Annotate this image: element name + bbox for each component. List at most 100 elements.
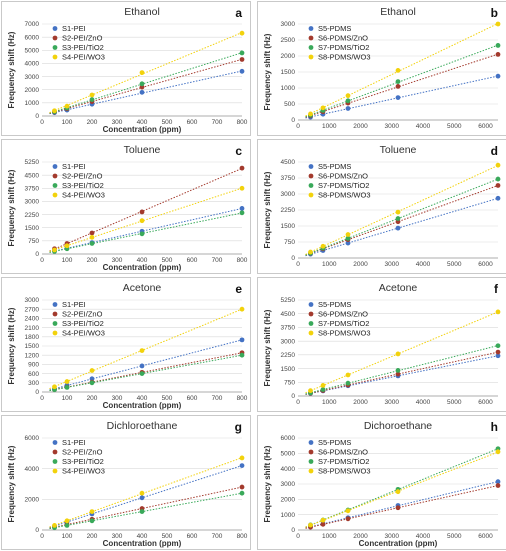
y-tick-label: 7000 (25, 21, 40, 28)
y-tick-label: 750 (284, 379, 295, 386)
data-point (64, 518, 70, 524)
trendline (49, 486, 243, 529)
data-point (239, 68, 245, 74)
data-point (345, 106, 351, 111)
panel-letter: d (491, 144, 498, 158)
x-tick-label: 600 (187, 533, 198, 540)
x-tick-label: 6000 (478, 261, 493, 268)
data-point (395, 209, 401, 215)
panel-letter: g (235, 420, 242, 434)
y-axis-label: Frequency shift (Hz) (7, 307, 16, 384)
y-axis-label: Frequency shift (Hz) (7, 445, 16, 522)
data-point (345, 240, 351, 246)
trendline (49, 212, 243, 253)
panel-letter: h (491, 420, 498, 434)
y-tick-label: 0 (291, 393, 295, 400)
data-point (395, 371, 401, 377)
y-tick-label: 3750 (25, 185, 40, 192)
y-tick-label: 3000 (281, 21, 296, 28)
x-tick-label: 100 (62, 533, 73, 540)
data-point (239, 30, 245, 36)
trendline (305, 311, 499, 394)
y-tick-label: 1200 (25, 352, 40, 359)
legend-label: S6-PDMS/ZnO (318, 34, 368, 43)
y-tick-label: 5250 (281, 297, 296, 304)
trendline (305, 481, 499, 529)
y-tick-label: 4000 (281, 466, 296, 473)
y-tick-label: 2000 (25, 87, 40, 94)
legend-label: S7-PDMS/TiO2 (318, 181, 369, 190)
chart-svg-d: Toluene d 0 750 1500 2250 3000 3750 4500 0 1000 200… (263, 144, 501, 268)
y-tick-label: 2100 (25, 325, 40, 332)
legend-marker (308, 330, 314, 336)
x-tick-label: 2000 (353, 123, 368, 130)
legend-label: S4-PEI/WO3 (62, 53, 105, 62)
trendline (49, 465, 243, 529)
y-tick-label: 2000 (281, 497, 296, 504)
data-point (345, 380, 351, 386)
data-point (495, 349, 501, 355)
legend-marker (308, 192, 314, 198)
legend-label: S1-PEI (62, 438, 86, 447)
x-axis-label: Concentration (ppm) (103, 539, 182, 548)
trendline (305, 451, 499, 528)
x-tick-label: 200 (87, 533, 98, 540)
y-tick-label: 0 (291, 117, 295, 124)
y-tick-label: 500 (284, 101, 295, 108)
legend-marker (308, 440, 314, 445)
data-point (89, 92, 95, 98)
y-tick-label: 0 (35, 389, 39, 396)
legend-label: S8-PDMS/WO3 (318, 53, 371, 62)
data-point (64, 379, 70, 384)
x-tick-label: 700 (212, 395, 223, 402)
x-tick-label: 700 (212, 119, 223, 126)
legend-label: S8-PDMS/WO3 (318, 329, 371, 338)
x-tick-label: 100 (62, 257, 73, 264)
legend-label: S5-PDMS (318, 300, 351, 309)
y-tick-label: 2000 (25, 497, 40, 504)
y-tick-label: 3000 (25, 297, 40, 304)
data-point (89, 97, 95, 102)
trendline (305, 53, 499, 118)
data-point (308, 249, 313, 255)
y-tick-label: 1500 (25, 225, 40, 232)
data-point (89, 518, 95, 524)
data-point (495, 162, 501, 168)
data-point (395, 368, 401, 373)
data-point (239, 455, 245, 461)
chart-svg-f: Acetone f 0 750 1500 2250 3000 3750 4500 5250 0 100… (263, 282, 501, 406)
chart-svg-e: Acetone e 0 300 600 900 1200 1500 1800 2100 2400 27… (7, 282, 248, 410)
trendline (305, 485, 499, 529)
data-point (395, 489, 401, 495)
data-point (395, 351, 401, 357)
x-tick-label: 700 (212, 533, 223, 540)
x-tick-label: 0 (296, 261, 300, 268)
legend-label: S6-PDMS/ZnO (318, 172, 368, 181)
legend-marker (308, 183, 314, 188)
data-point (89, 230, 95, 236)
legend-marker (52, 164, 58, 169)
data-point (495, 479, 501, 485)
y-tick-label: 1500 (281, 69, 296, 76)
x-tick-label: 5000 (447, 123, 462, 130)
x-tick-label: 300 (112, 395, 123, 402)
data-point (139, 209, 145, 215)
legend-label: S5-PDMS (318, 438, 351, 447)
chart-title: Acetone (379, 282, 418, 294)
x-tick-label: 200 (87, 119, 98, 126)
y-tick-label: 1000 (281, 85, 296, 92)
x-axis-label: Concentration (ppm) (103, 401, 182, 410)
legend-marker (52, 449, 58, 455)
data-point (239, 463, 245, 468)
x-tick-label: 1000 (322, 123, 337, 130)
legend-label: S1-PEI (62, 162, 86, 171)
legend-marker (308, 321, 314, 326)
legend-label: S7-PDMS/TiO2 (318, 319, 369, 328)
data-point (52, 108, 57, 114)
data-point (320, 243, 326, 249)
data-point (89, 368, 95, 373)
y-tick-label: 5000 (281, 451, 296, 458)
y-tick-label: 2250 (25, 212, 40, 219)
legend-marker (52, 311, 58, 317)
